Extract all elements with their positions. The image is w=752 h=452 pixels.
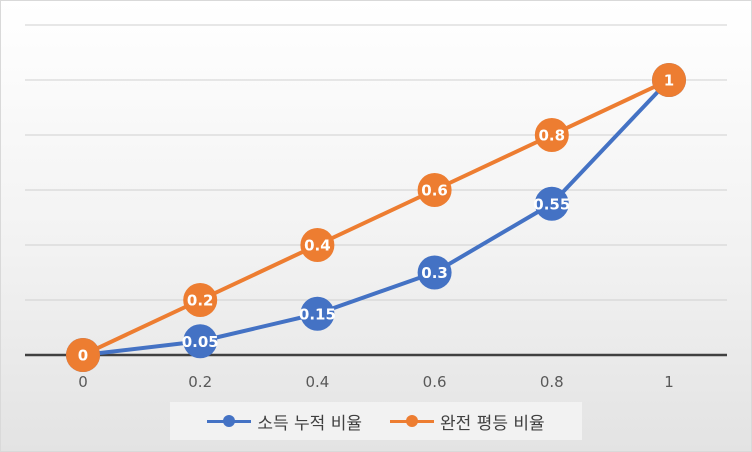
data-point-series-2 [534, 118, 569, 152]
line-chart: 00.20.40.60.8100.050.150.30.55100.20.40.… [25, 24, 727, 391]
data-point-series-1 [183, 324, 218, 359]
data-point-series-1 [417, 255, 452, 290]
x-tick-label: 0.8 [540, 373, 564, 391]
data-point-series-2 [66, 338, 100, 372]
legend-item-series-1: 소득 누적 비율 [207, 409, 362, 434]
legend: 소득 누적 비율 완전 평등 비율 [170, 402, 582, 440]
data-label-series-2: 0.6 [421, 182, 448, 200]
x-tick-label: 0.4 [305, 373, 329, 391]
legend-label-series-2: 완전 평등 비율 [440, 413, 545, 434]
series-line-2 [82, 78, 670, 357]
data-label-series-2: 0 [78, 347, 88, 365]
series-line-1 [82, 78, 671, 357]
data-point-series-2 [652, 63, 686, 97]
x-tick-label: 0.2 [188, 373, 212, 391]
x-tick-label: 0.6 [423, 373, 447, 391]
data-label-series-2: 0.2 [187, 292, 214, 310]
data-point-series-2 [300, 228, 335, 262]
data-label-series-2: 1 [664, 72, 674, 90]
data-label-series-1: 0.05 [182, 333, 219, 351]
x-tick-label: 1 [664, 373, 674, 391]
data-label-series-2: 0.4 [304, 237, 331, 255]
legend-swatch-series-2 [390, 414, 434, 428]
legend-label-series-1: 소득 누적 비율 [257, 413, 362, 434]
data-label-series-1: 0.3 [421, 264, 448, 282]
data-point-series-2 [417, 173, 452, 207]
data-point-series-1 [300, 296, 335, 331]
data-label-series-1: 0.15 [299, 305, 336, 323]
x-tick-label: 0 [78, 373, 88, 391]
data-label-series-2: 0.8 [539, 127, 566, 145]
data-point-series-2 [183, 283, 218, 317]
legend-item-series-2: 완전 평등 비율 [390, 409, 545, 434]
data-label-series-1: 0.55 [533, 195, 570, 213]
legend-swatch-series-1 [207, 414, 252, 428]
data-point-series-1 [534, 186, 569, 221]
